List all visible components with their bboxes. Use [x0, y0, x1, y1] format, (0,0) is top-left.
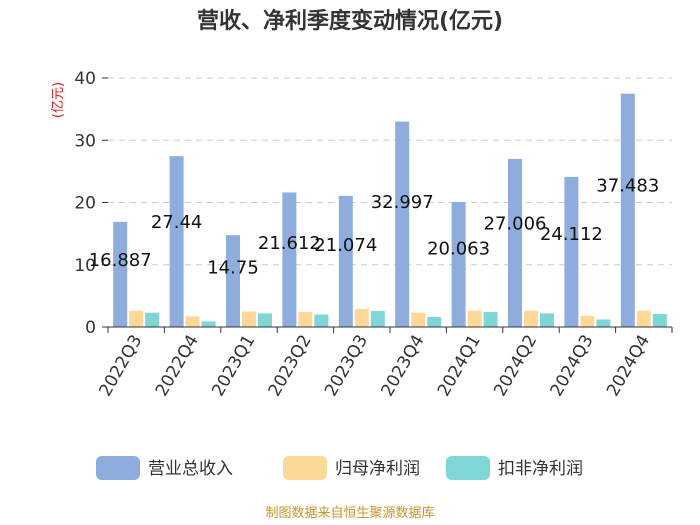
bar-value-label: 21.612	[258, 233, 321, 254]
legend-swatch	[446, 456, 490, 480]
x-tick-label: 2024Q2	[490, 332, 541, 400]
bar-1-2024Q4[interactable]	[620, 93, 635, 327]
bar-2-2022Q3[interactable]	[129, 310, 144, 327]
x-tick-label: 2023Q3	[321, 332, 372, 400]
bar-value-label: 27.44	[151, 212, 203, 233]
bar-1-2024Q3[interactable]	[564, 176, 579, 327]
bar-3-2024Q4[interactable]	[652, 313, 667, 327]
bar-2-2024Q2[interactable]	[524, 310, 538, 327]
legend-swatch	[96, 456, 140, 480]
bar-3-2022Q3[interactable]	[145, 312, 160, 327]
bar-value-label: 24.112	[540, 224, 603, 245]
y-axis-ticks: 0 10 20 30 40	[74, 69, 108, 338]
bar-value-label: 20.063	[427, 239, 490, 260]
legend-item[interactable]: 扣非净利润	[446, 456, 583, 480]
bar-1-2023Q4[interactable]	[395, 121, 410, 327]
bar-value-label: 32.997	[371, 192, 434, 213]
bar-2-2024Q3[interactable]	[580, 315, 595, 327]
y-tick-label: 10	[74, 256, 96, 276]
bar-value-label: 37.483	[596, 176, 659, 197]
y-tick-label: 40	[74, 69, 96, 89]
x-tick-label: 2024Q1	[434, 331, 485, 399]
bar-value-label: 16.887	[89, 250, 152, 271]
y-tick-label: 0	[85, 318, 96, 338]
bar-value-label: 21.074	[314, 235, 377, 256]
x-tick-label: 2023Q2	[265, 332, 316, 400]
y-tick-label: 20	[74, 194, 96, 214]
legend-label: 营业总收入	[148, 459, 233, 479]
bar-1-2023Q1[interactable]	[226, 235, 240, 327]
bar-value-label: 14.75	[207, 258, 259, 279]
bar-2-2023Q1[interactable]	[242, 311, 256, 327]
legend-item[interactable]: 营业总收入	[96, 456, 233, 480]
bars-group	[113, 93, 667, 327]
bar-1-2023Q3[interactable]	[338, 195, 353, 327]
bar-2-2023Q4[interactable]	[411, 312, 426, 327]
x-tick-label: 2023Q1	[208, 332, 259, 400]
y-tick-label: 30	[74, 131, 96, 151]
bar-3-2023Q2[interactable]	[314, 314, 329, 327]
chart-title: 营收、净利季度变动情况(亿元)	[197, 8, 503, 34]
legend-label: 扣非净利润	[498, 459, 583, 479]
legend[interactable]: 营业总收入 归母净利润 扣非净利润	[96, 456, 583, 480]
bar-3-2023Q1[interactable]	[258, 313, 272, 327]
bar-3-2024Q1[interactable]	[483, 312, 498, 327]
legend-swatch	[283, 456, 327, 480]
bar-3-2023Q4[interactable]	[427, 317, 442, 327]
bar-value-label: 27.006	[484, 213, 547, 234]
bar-2-2023Q3[interactable]	[354, 308, 369, 327]
bar-1-2024Q1[interactable]	[451, 202, 466, 327]
bar-3-2024Q3[interactable]	[596, 319, 611, 327]
bar-1-2023Q2[interactable]	[282, 192, 297, 327]
bar-3-2024Q2[interactable]	[540, 313, 554, 327]
x-tick-label: 2024Q4	[603, 332, 654, 400]
y-axis-label: (亿元)	[51, 82, 66, 118]
source-note: 制图数据来自恒生聚源数据库	[265, 505, 434, 521]
bar-2-2024Q1[interactable]	[467, 310, 482, 327]
grid-lines	[108, 77, 672, 266]
bar-3-2022Q4[interactable]	[201, 321, 216, 327]
x-tick-label: 2023Q4	[377, 332, 428, 400]
bar-1-2024Q2[interactable]	[508, 158, 522, 327]
x-axis-ticks: 2022Q3 2022Q4 2023Q1 2023Q2 2023Q3 2023Q4 2024…	[95, 327, 673, 400]
bar-2-2024Q4[interactable]	[636, 310, 651, 327]
bar-1-2022Q3[interactable]	[113, 221, 128, 327]
bar-2-2022Q4[interactable]	[185, 316, 200, 327]
x-tick-label: 2022Q4	[152, 332, 203, 400]
bar-2-2023Q2[interactable]	[298, 312, 313, 327]
bar-1-2022Q4[interactable]	[169, 156, 184, 327]
x-tick-label: 2024Q3	[547, 332, 598, 400]
x-tick-label: 2022Q3	[95, 332, 146, 400]
bar-3-2023Q3[interactable]	[370, 310, 385, 327]
legend-label: 归母净利润	[335, 459, 420, 479]
legend-item[interactable]: 归母净利润	[283, 456, 420, 480]
